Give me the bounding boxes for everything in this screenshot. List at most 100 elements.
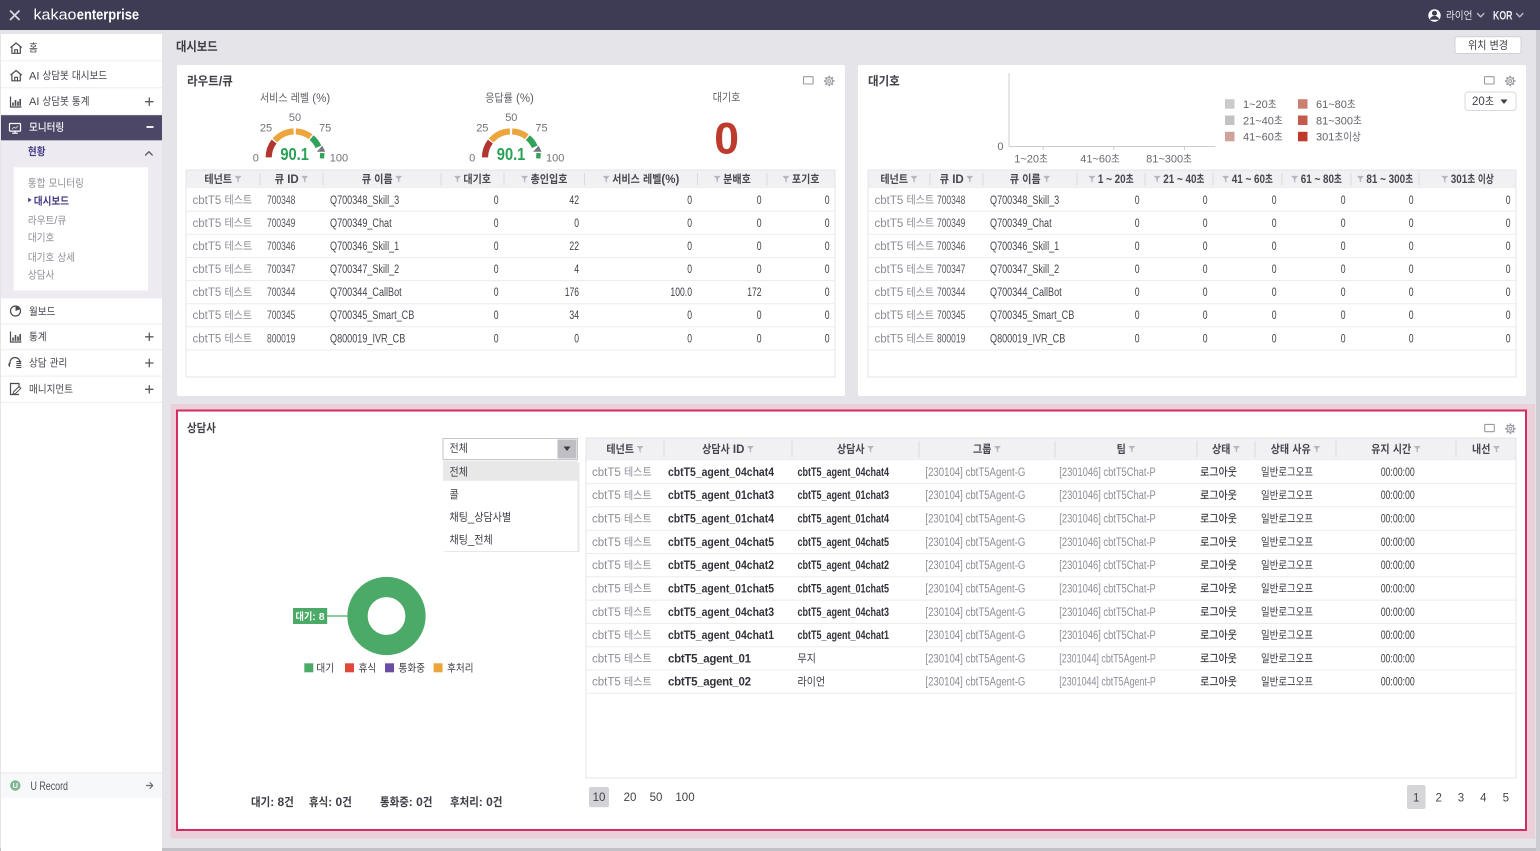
svg-text:0: 0 xyxy=(1203,287,1208,299)
svg-text:0: 0 xyxy=(1506,264,1511,276)
svg-text:00:00:00: 00:00:00 xyxy=(1381,630,1415,642)
svg-text:cbtT5: cbtT5 xyxy=(193,218,222,230)
svg-text:700348: 700348 xyxy=(267,195,295,207)
svg-text:50: 50 xyxy=(650,792,663,804)
svg-text:42: 42 xyxy=(569,195,579,207)
svg-text:[230104] cbtT5Agent-G: [230104] cbtT5Agent-G xyxy=(925,630,1025,642)
svg-text:[2301046] cbtT5Chat-P: [2301046] cbtT5Chat-P xyxy=(1059,537,1156,549)
svg-text:800019: 800019 xyxy=(937,333,965,345)
svg-text:KOR: KOR xyxy=(1493,8,1513,22)
svg-text:0: 0 xyxy=(469,153,475,165)
svg-text:ID: ID xyxy=(733,444,745,456)
svg-text:00:00:00: 00:00:00 xyxy=(1381,490,1415,502)
svg-text:700345: 700345 xyxy=(267,310,295,322)
svg-text:75: 75 xyxy=(319,123,331,135)
svg-text:[230104] cbtT5Agent-G: [230104] cbtT5Agent-G xyxy=(925,560,1025,572)
svg-text:0: 0 xyxy=(757,310,762,322)
svg-text:41~60: 41~60 xyxy=(1243,132,1274,144)
svg-text:0: 0 xyxy=(494,241,499,253)
svg-text:(%): (%) xyxy=(516,93,534,105)
svg-text:0: 0 xyxy=(494,333,499,345)
svg-text:172: 172 xyxy=(747,287,761,299)
svg-text:0: 0 xyxy=(1506,218,1511,230)
svg-text:Q800019_IVR_CB: Q800019_IVR_CB xyxy=(330,333,406,345)
svg-text:_: _ xyxy=(467,535,475,547)
svg-text:[2301044] cbtT5Agent-P: [2301044] cbtT5Agent-P xyxy=(1059,653,1156,665)
svg-text:800019: 800019 xyxy=(267,333,295,345)
svg-text:cbtT5: cbtT5 xyxy=(193,310,222,322)
svg-text:90.1: 90.1 xyxy=(497,144,526,164)
svg-text:5: 5 xyxy=(1503,793,1509,805)
svg-text:700345: 700345 xyxy=(937,310,965,322)
svg-text:(%): (%) xyxy=(661,174,679,186)
svg-text:cbtT5: cbtT5 xyxy=(875,310,904,322)
svg-text:0: 0 xyxy=(687,195,692,207)
svg-text:cbtT5_agent_01chat5: cbtT5_agent_01chat5 xyxy=(798,583,890,595)
svg-text:2: 2 xyxy=(1436,793,1442,805)
svg-text:cbtT5_agent_04chat3: cbtT5_agent_04chat3 xyxy=(798,607,890,619)
svg-text:[230104] cbtT5Agent-G: [230104] cbtT5Agent-G xyxy=(925,490,1025,502)
svg-text:0: 0 xyxy=(1135,264,1140,276)
svg-text:[2301046] cbtT5Chat-P: [2301046] cbtT5Chat-P xyxy=(1059,583,1156,595)
svg-text:cbtT5: cbtT5 xyxy=(193,287,222,299)
svg-text:cbtT5: cbtT5 xyxy=(875,218,904,230)
svg-text:cbtT5_agent_04chat3: cbtT5_agent_04chat3 xyxy=(668,607,774,619)
svg-text:00:00:00: 00:00:00 xyxy=(1381,514,1415,526)
svg-text:cbtT5: cbtT5 xyxy=(592,467,621,479)
svg-text:0: 0 xyxy=(494,264,499,276)
svg-text:0: 0 xyxy=(1135,333,1140,345)
svg-text:0: 0 xyxy=(825,333,830,345)
svg-text:700347: 700347 xyxy=(267,264,295,276)
svg-text:50: 50 xyxy=(505,112,517,124)
svg-text:AI: AI xyxy=(29,96,39,108)
svg-text:81 ~ 300: 81 ~ 300 xyxy=(1366,174,1405,186)
svg-text:0: 0 xyxy=(687,264,692,276)
svg-text:[2301044] cbtT5Agent-P: [2301044] cbtT5Agent-P xyxy=(1059,677,1156,689)
svg-text:700344: 700344 xyxy=(267,287,296,299)
svg-text:Q700346_Skill_1: Q700346_Skill_1 xyxy=(330,241,399,253)
svg-text:0: 0 xyxy=(687,333,692,345)
svg-text:0: 0 xyxy=(825,310,830,322)
svg-text:0: 0 xyxy=(687,310,692,322)
svg-text:0: 0 xyxy=(494,310,499,322)
svg-text:0: 0 xyxy=(757,195,762,207)
svg-text:50: 50 xyxy=(289,112,301,124)
svg-text:cbtT5_agent_04chat1: cbtT5_agent_04chat1 xyxy=(668,630,775,642)
svg-text:cbtT5: cbtT5 xyxy=(875,264,904,276)
svg-text:0: 0 xyxy=(997,141,1003,153)
svg-text:: 0: : 0 xyxy=(479,795,493,809)
svg-text:cbtT5: cbtT5 xyxy=(592,560,621,572)
svg-text:: 0: : 0 xyxy=(328,795,342,809)
svg-text:cbtT5: cbtT5 xyxy=(592,677,621,689)
svg-text:61 ~ 80: 61 ~ 80 xyxy=(1301,174,1334,186)
svg-text:[230104] cbtT5Agent-G: [230104] cbtT5Agent-G xyxy=(925,607,1025,619)
svg-text:: 8: : 8 xyxy=(312,611,324,623)
svg-text:cbtT5: cbtT5 xyxy=(592,630,621,642)
svg-text:0: 0 xyxy=(687,218,692,230)
svg-text:cbtT5_agent_04chat5: cbtT5_agent_04chat5 xyxy=(668,537,775,549)
svg-text:700344: 700344 xyxy=(937,287,966,299)
svg-text:0: 0 xyxy=(825,264,830,276)
svg-text:0: 0 xyxy=(1203,241,1208,253)
svg-text:81~300: 81~300 xyxy=(1146,154,1183,166)
svg-text:ID: ID xyxy=(287,174,299,186)
svg-text:[2301046] cbtT5Chat-P: [2301046] cbtT5Chat-P xyxy=(1059,560,1156,572)
svg-text:20: 20 xyxy=(624,792,637,804)
svg-text:cbtT5_agent_04chat4: cbtT5_agent_04chat4 xyxy=(798,467,890,479)
svg-text:cbtT5_agent_04chat2: cbtT5_agent_04chat2 xyxy=(798,560,890,572)
svg-text:100: 100 xyxy=(546,153,564,165)
svg-text:0: 0 xyxy=(253,153,259,165)
svg-text:0: 0 xyxy=(1409,310,1414,322)
svg-text:Q700347_Skill_2: Q700347_Skill_2 xyxy=(330,264,399,276)
svg-text:0: 0 xyxy=(1135,218,1140,230)
svg-text:100.0: 100.0 xyxy=(670,287,692,299)
svg-text:cbtT5: cbtT5 xyxy=(592,537,621,549)
svg-text:cbtT5: cbtT5 xyxy=(193,333,222,345)
svg-text:0: 0 xyxy=(494,218,499,230)
svg-text:cbtT5_agent_04chat1: cbtT5_agent_04chat1 xyxy=(798,630,890,642)
svg-text:0: 0 xyxy=(1272,333,1277,345)
svg-text:25: 25 xyxy=(476,123,488,135)
svg-text:0: 0 xyxy=(714,115,739,164)
svg-text:[2301046] cbtT5Chat-P: [2301046] cbtT5Chat-P xyxy=(1059,607,1156,619)
svg-text:cbtT5_agent_01chat5: cbtT5_agent_01chat5 xyxy=(668,583,775,595)
